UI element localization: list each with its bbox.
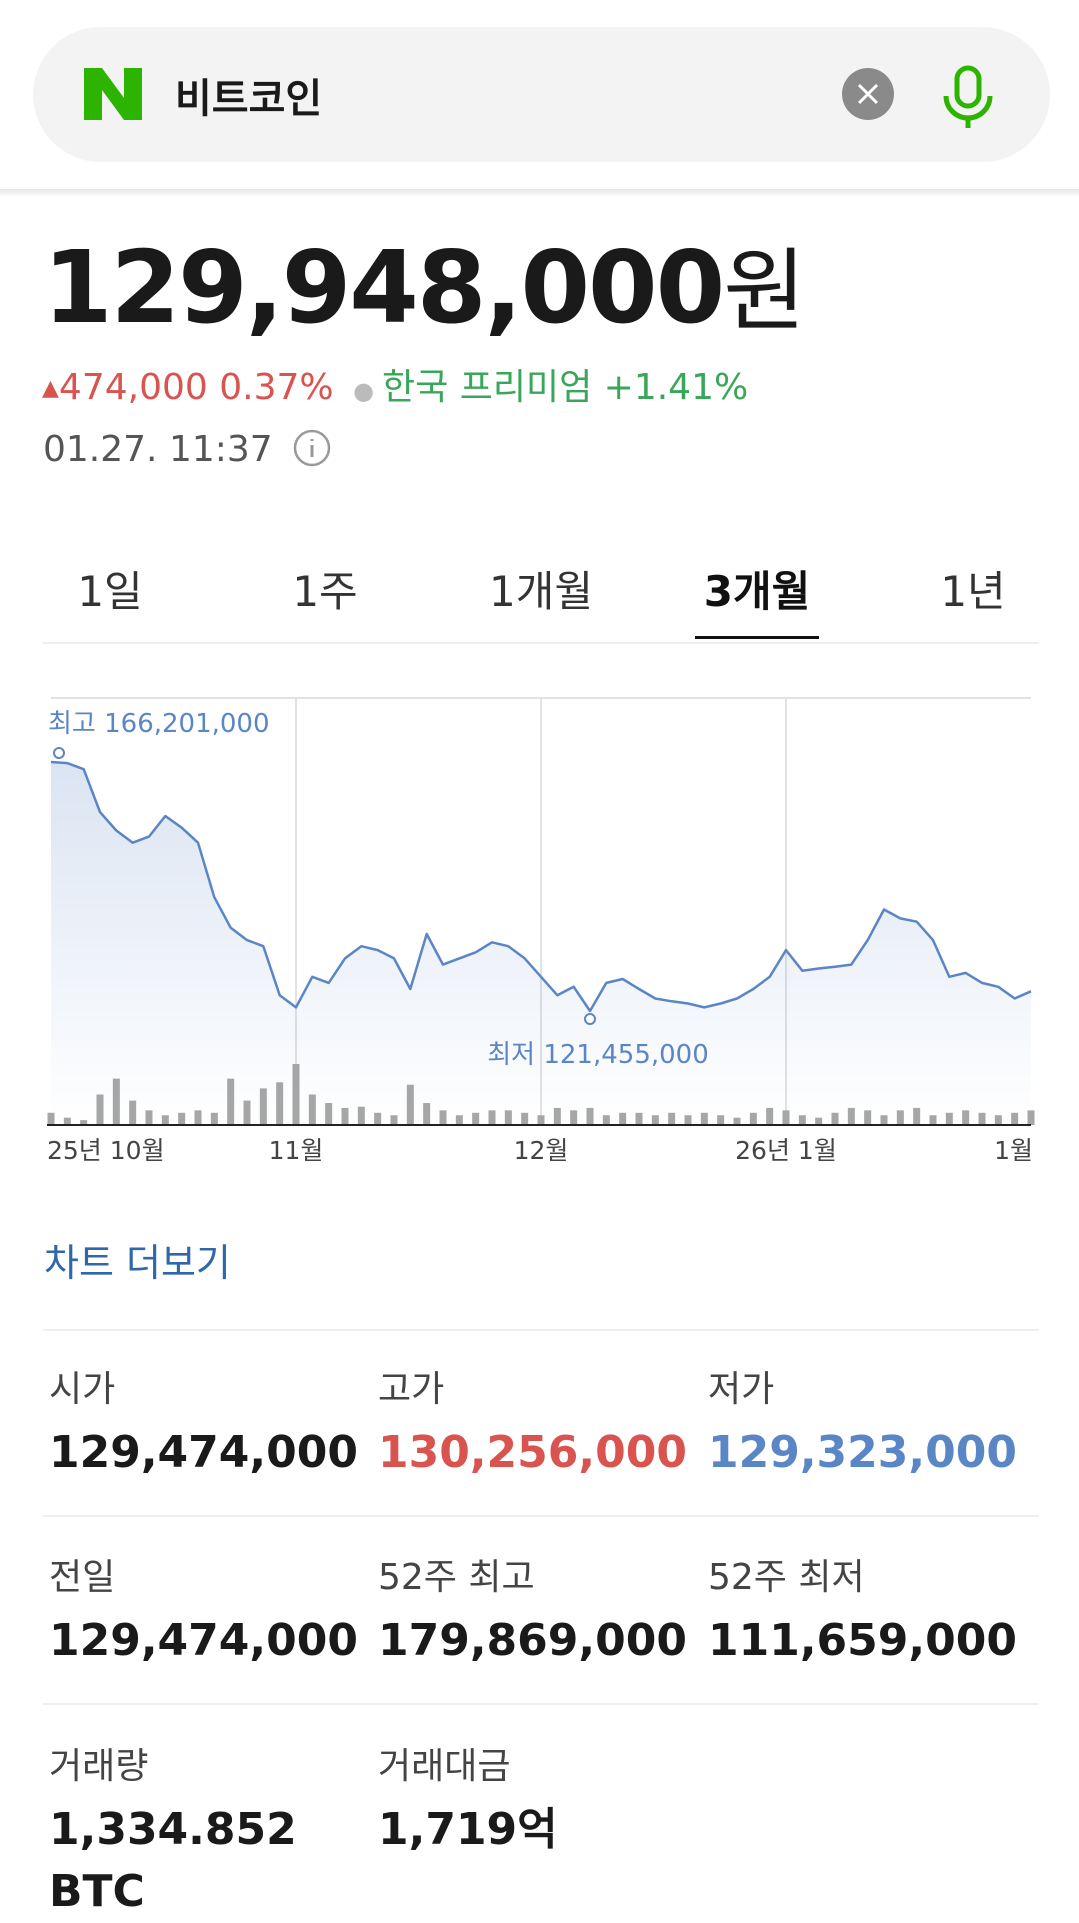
high-annotation: 최고 166,201,000 xyxy=(48,709,270,739)
divider xyxy=(43,1703,1039,1705)
tabs-divider xyxy=(43,642,1039,644)
stat-label: 거래량 xyxy=(49,1746,149,1787)
tab[interactable]: 1일 xyxy=(77,567,143,616)
tab[interactable]: 3개월 xyxy=(703,567,811,616)
stat-label: 고가 xyxy=(378,1369,445,1410)
high-marker xyxy=(53,747,65,759)
stat-value: 129,474,000 xyxy=(49,1615,358,1666)
stat-value: 1,719억 xyxy=(378,1804,558,1855)
stat-label: 시가 xyxy=(49,1369,116,1410)
stat-label: 52주 최저 xyxy=(708,1557,865,1598)
timestamp: 01.27. 11:37 xyxy=(43,429,273,470)
x-tick-label: 25년 10월 xyxy=(47,1136,165,1165)
x-tick-label: 11월 xyxy=(269,1136,324,1165)
stat: 52주 최저 111,659,000 xyxy=(708,1548,1017,1672)
stat-value: 129,474,000 xyxy=(49,1427,358,1478)
header-shadow xyxy=(0,189,1079,197)
search-icons xyxy=(84,65,993,128)
clear-button[interactable] xyxy=(842,68,894,120)
premium-label: 한국 프리미엄 xyxy=(382,367,593,408)
price-line xyxy=(50,760,1032,1013)
premium: +1.41% xyxy=(603,367,749,408)
separator: ● xyxy=(353,377,375,405)
stat: 거래량 1,334.852 BTC xyxy=(49,1737,339,1923)
stat: 거래대금 1,719억 xyxy=(378,1737,668,1861)
divider xyxy=(43,1329,1039,1331)
chart: 25년 10월 11월 12월 26년 1월 1월 최고 166,201,000 최저 12… xyxy=(47,697,1035,1165)
low-annotation: 최저 121,455,000 xyxy=(487,1040,709,1070)
search-query[interactable]: 비트코인 xyxy=(175,76,323,122)
stat-label: 저가 xyxy=(708,1369,775,1410)
price: 129,948,000원 xyxy=(43,218,806,348)
stat-value: 111,659,000 xyxy=(708,1615,1017,1666)
time-row: 01.27. 11:37 xyxy=(43,428,332,470)
x-tick-label: 1월 xyxy=(994,1136,1033,1165)
tab[interactable]: 1개월 xyxy=(488,567,594,616)
change: 474,000 xyxy=(58,367,208,408)
naver-logo[interactable] xyxy=(84,68,142,120)
change-row: ▲474,000 0.37% ● 한국 프리미엄 +1.41% xyxy=(42,358,748,410)
more-chart-link[interactable]: 차트 더보기 xyxy=(44,1241,231,1285)
info-icon[interactable] xyxy=(292,428,332,468)
stat-label: 거래대금 xyxy=(378,1746,511,1787)
stat: 저가 129,323,000 xyxy=(708,1360,1017,1484)
x-tick-label: 12월 xyxy=(514,1136,569,1165)
stat-label: 전일 xyxy=(49,1557,116,1598)
stat: 전일 129,474,000 xyxy=(49,1548,358,1672)
stat: 고가 130,256,000 xyxy=(378,1360,687,1484)
low-marker xyxy=(584,1013,596,1025)
stat-value: 179,869,000 xyxy=(378,1615,687,1666)
stat-value: 130,256,000 xyxy=(378,1427,687,1478)
price-value: 129,948,000 xyxy=(43,229,725,346)
price-unit: 원 xyxy=(723,239,806,344)
stat-label: 52주 최고 xyxy=(378,1557,535,1598)
area-fill xyxy=(51,762,1031,1125)
stat-value: 129,323,000 xyxy=(708,1427,1017,1478)
stat-value: 1,334.852 BTC xyxy=(49,1804,297,1917)
stat: 시가 129,474,000 xyxy=(49,1360,358,1484)
up-arrow: ▲ xyxy=(42,376,59,401)
divider xyxy=(43,1515,1039,1517)
mic-button[interactable] xyxy=(943,65,993,128)
tab[interactable]: 1주 xyxy=(292,567,358,616)
change-pct: 0.37% xyxy=(219,367,334,408)
stat: 52주 최고 179,869,000 xyxy=(378,1548,687,1672)
tab-underline xyxy=(695,636,819,639)
tab[interactable]: 1년 xyxy=(940,567,1006,616)
x-tick-label: 26년 1월 xyxy=(735,1136,837,1165)
